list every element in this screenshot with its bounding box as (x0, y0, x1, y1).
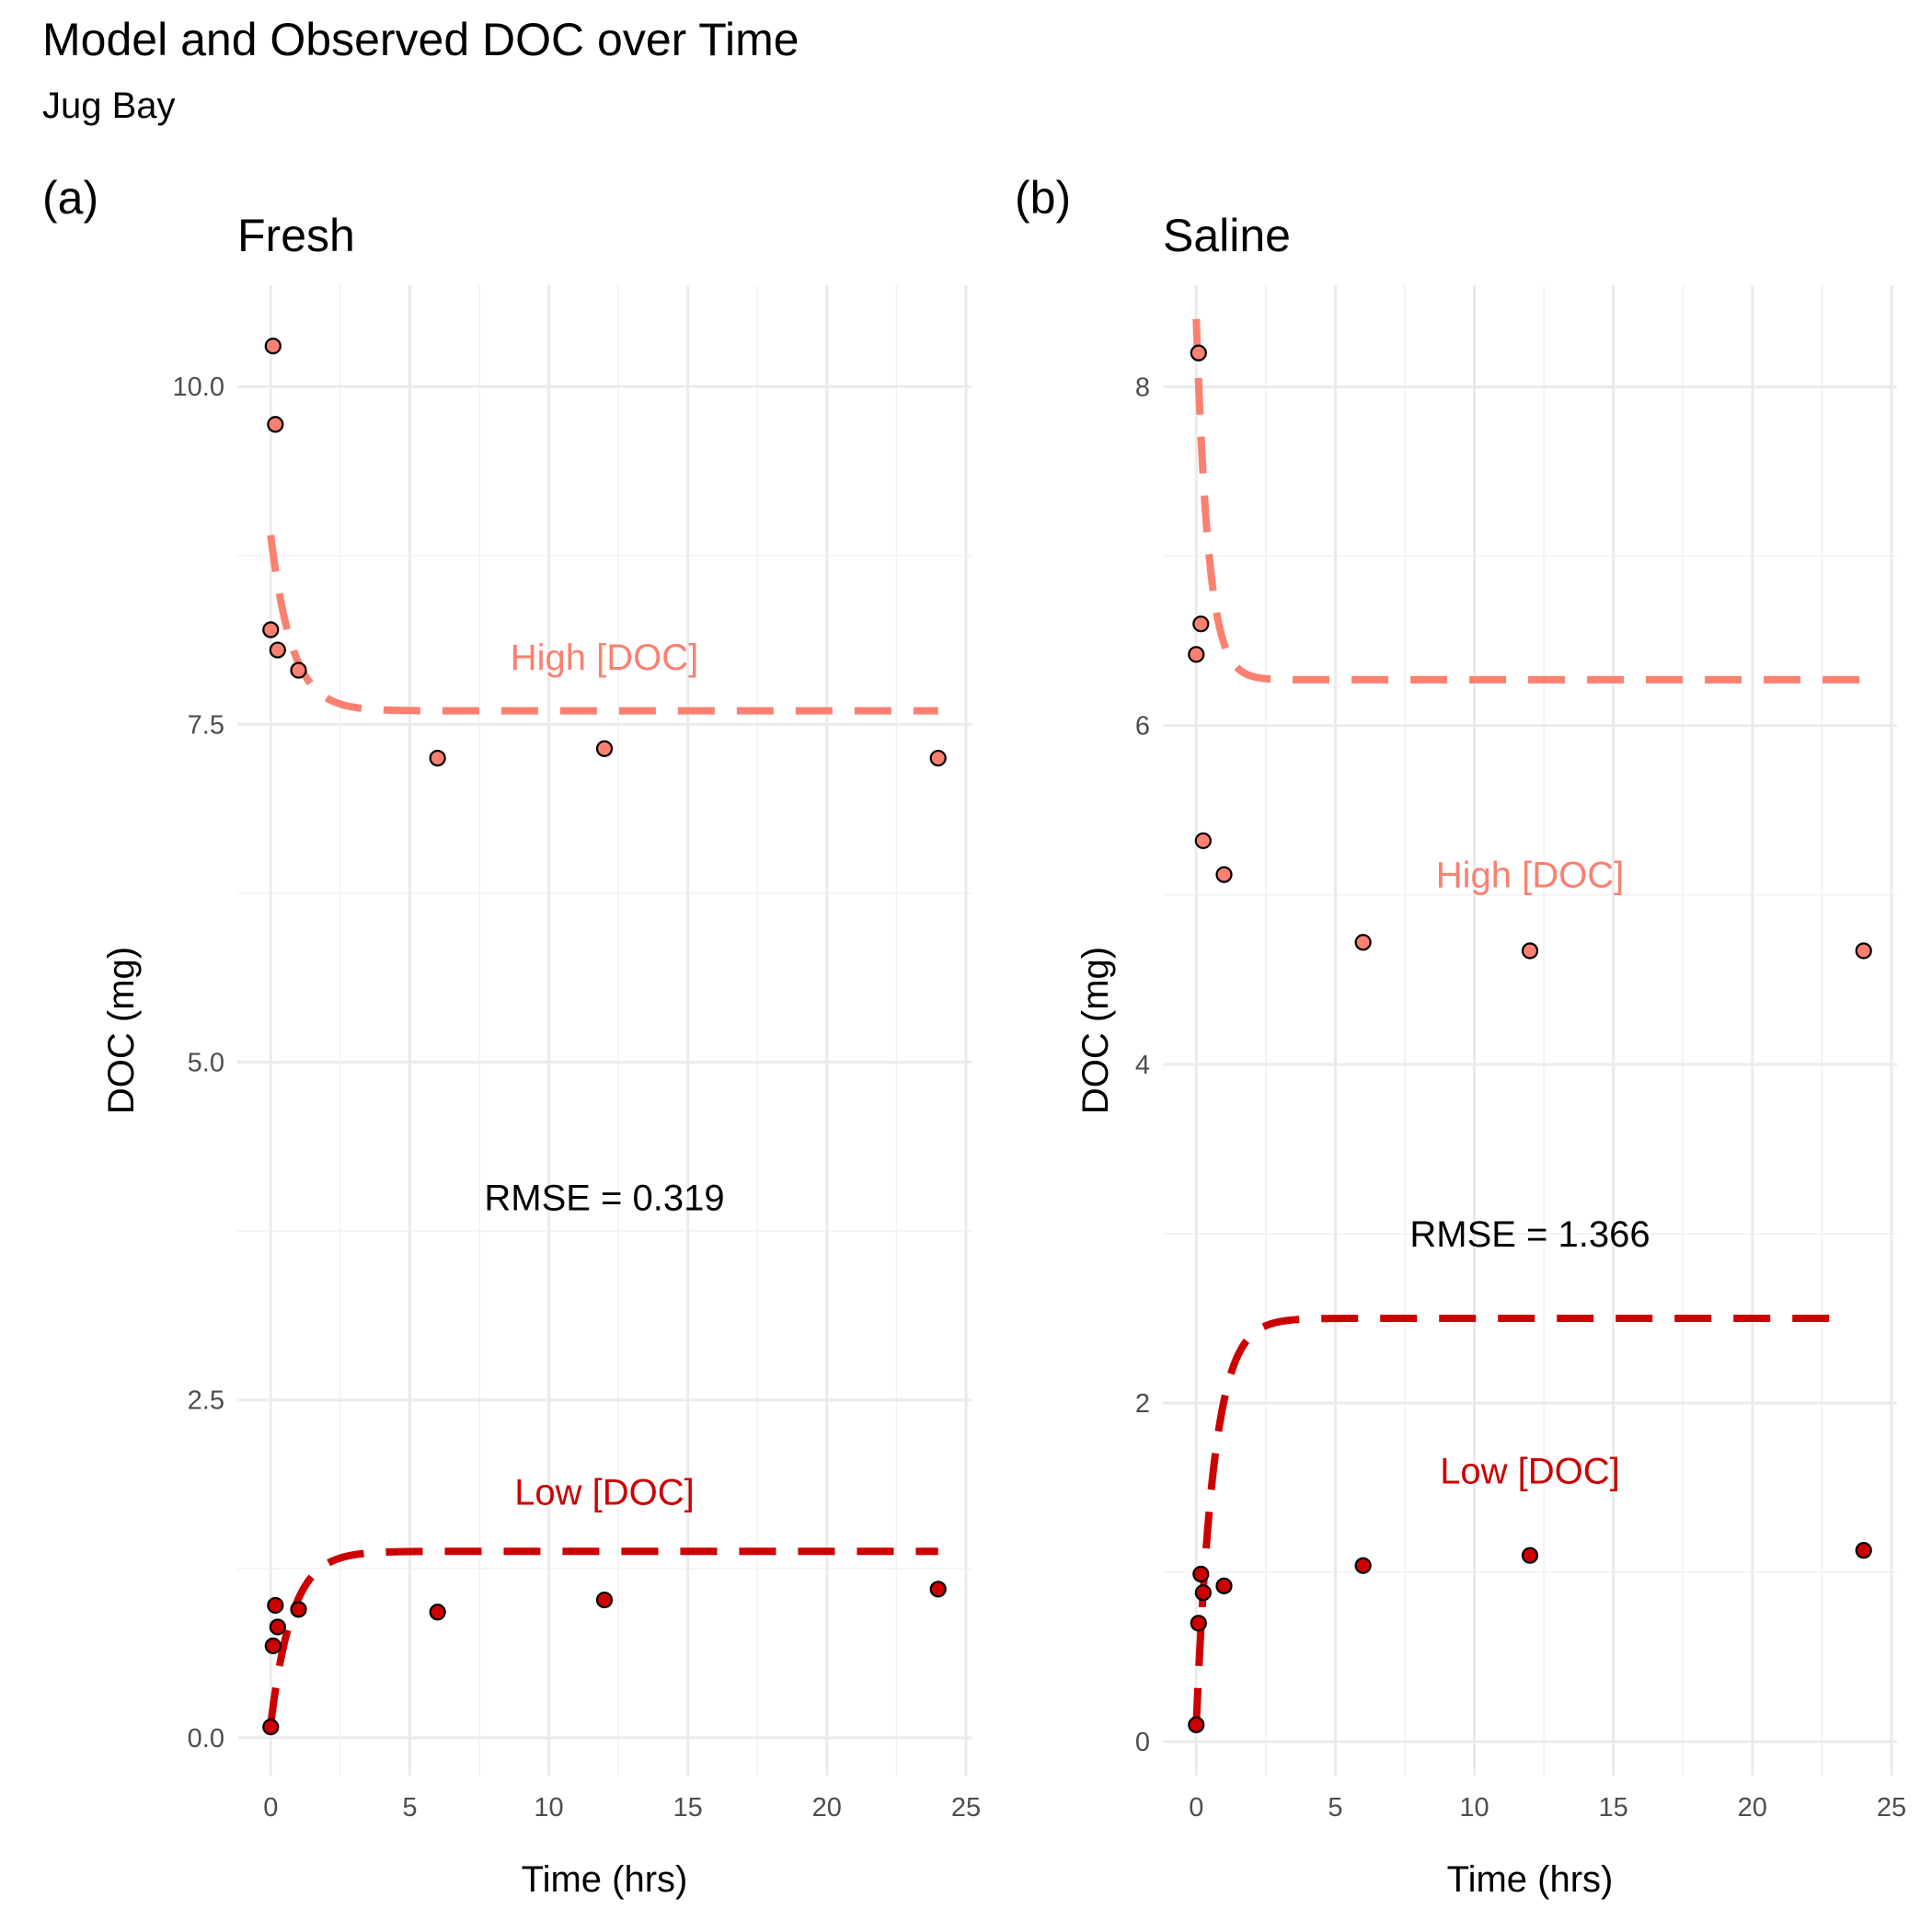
x-tick-label: 5 (1328, 1793, 1342, 1823)
model-curve-high (267, 535, 938, 715)
y-tick-label: 2 (1135, 1389, 1150, 1419)
x-tick-label: 20 (1738, 1793, 1767, 1823)
x-tick-label: 25 (1877, 1793, 1906, 1823)
y-axis-title: DOC (mg) (1075, 947, 1116, 1114)
x-tick-label: 0 (263, 1793, 278, 1823)
y-tick-labels: 0 2 4 6 8 (1135, 373, 1150, 1757)
observed-point-high (1188, 646, 1205, 663)
series-label-low: Low [DOC] (1440, 1452, 1620, 1492)
observed-point-low (267, 1596, 284, 1615)
panel-tag: (a) (42, 172, 98, 224)
observed-point-low (1190, 1615, 1207, 1632)
observed-points (262, 337, 947, 1736)
panel-saline: (b) Saline 0 2 4 6 8 0 5 10 15 20 25 High [DOC] Lo… (1015, 172, 1906, 1900)
y-tick-label: 4 (1135, 1051, 1150, 1080)
y-tick-label: 10.0 (173, 373, 224, 402)
y-tick-label: 0 (1135, 1728, 1150, 1757)
x-tick-label: 5 (402, 1793, 417, 1823)
panel-title: Saline (1163, 210, 1291, 261)
panel-fresh: (a) Fresh 0.0 2.5 5.0 7.5 10.0 0 5 10 15 20 25 Hi… (42, 172, 981, 1900)
y-tick-label: 2.5 (188, 1386, 224, 1416)
x-axis-title: Time (hrs) (522, 1859, 688, 1900)
x-tick-label: 10 (534, 1793, 563, 1823)
observed-point-high (264, 337, 282, 355)
observed-point-low (1354, 1557, 1372, 1574)
x-tick-label: 25 (951, 1793, 981, 1823)
series-label-high: High [DOC] (511, 638, 699, 678)
observed-point-high (1190, 344, 1207, 362)
y-tick-label: 5.0 (188, 1049, 224, 1078)
x-tick-label: 15 (673, 1793, 703, 1823)
y-axis-title: DOC (mg) (101, 947, 142, 1114)
annotations: High [DOC] Low [DOC] RMSE = 1.366 (1409, 856, 1650, 1492)
observed-point-high (929, 749, 947, 767)
observed-point-high (269, 641, 286, 659)
x-tick-label: 15 (1599, 1793, 1628, 1823)
observed-point-low (595, 1591, 614, 1609)
y-tick-label: 7.5 (188, 710, 224, 740)
observed-point-low (290, 1601, 307, 1618)
figure-title: Model and Observed DOC over Time (42, 14, 799, 65)
figure-subtitle: Jug Bay (42, 86, 176, 126)
model-curves (267, 535, 938, 1725)
observed-point-high (1215, 866, 1233, 883)
observed-point-low (1215, 1577, 1233, 1594)
observed-point-low (1521, 1547, 1539, 1564)
model-curve-low (1192, 1314, 1836, 1725)
model-curves (1192, 318, 1864, 1725)
observed-point-high (290, 661, 307, 679)
rmse-label: RMSE = 0.319 (484, 1178, 724, 1218)
observed-point-low (1194, 1584, 1212, 1602)
observed-point-high (1354, 934, 1372, 951)
observed-point-low (262, 1719, 280, 1736)
observed-point-high (1521, 942, 1539, 960)
model-curve-high (1192, 318, 1864, 684)
model-curve-low (267, 1547, 938, 1725)
x-tick-labels: 0 5 10 15 20 25 (263, 1793, 981, 1823)
y-tick-label: 6 (1135, 712, 1150, 742)
observed-point-high (267, 416, 284, 433)
observed-point-high (1192, 615, 1210, 633)
panel-title: Fresh (237, 210, 355, 261)
panel-tag: (b) (1015, 172, 1071, 224)
observed-point-low (264, 1637, 282, 1655)
y-tick-label: 8 (1135, 373, 1150, 402)
y-tick-labels: 0.0 2.5 5.0 7.5 10.0 (173, 373, 224, 1754)
grid (1163, 285, 1897, 1776)
observed-point-high (1855, 942, 1872, 960)
series-label-high: High [DOC] (1436, 856, 1625, 896)
observed-point-low (269, 1618, 286, 1636)
annotations: High [DOC] Low [DOC] RMSE = 0.319 (484, 638, 724, 1513)
observed-points (1188, 344, 1872, 1733)
y-tick-label: 0.0 (188, 1724, 224, 1754)
observed-point-high (1194, 832, 1212, 849)
x-axis-title: Time (hrs) (1447, 1859, 1614, 1900)
rmse-label: RMSE = 1.366 (1409, 1214, 1650, 1255)
x-tick-labels: 0 5 10 15 20 25 (1189, 1793, 1906, 1823)
grid (237, 285, 972, 1776)
observed-point-low (429, 1604, 446, 1621)
observed-point-low (1855, 1542, 1872, 1559)
observed-point-high (595, 740, 614, 757)
x-tick-label: 20 (812, 1793, 842, 1823)
observed-point-high (429, 749, 446, 767)
observed-point-high (262, 621, 280, 638)
x-tick-label: 10 (1459, 1793, 1489, 1823)
x-tick-label: 0 (1189, 1793, 1203, 1823)
observed-point-low (1192, 1565, 1210, 1583)
series-label-low: Low [DOC] (514, 1473, 695, 1513)
observed-point-low (929, 1581, 947, 1598)
observed-point-low (1188, 1716, 1205, 1733)
